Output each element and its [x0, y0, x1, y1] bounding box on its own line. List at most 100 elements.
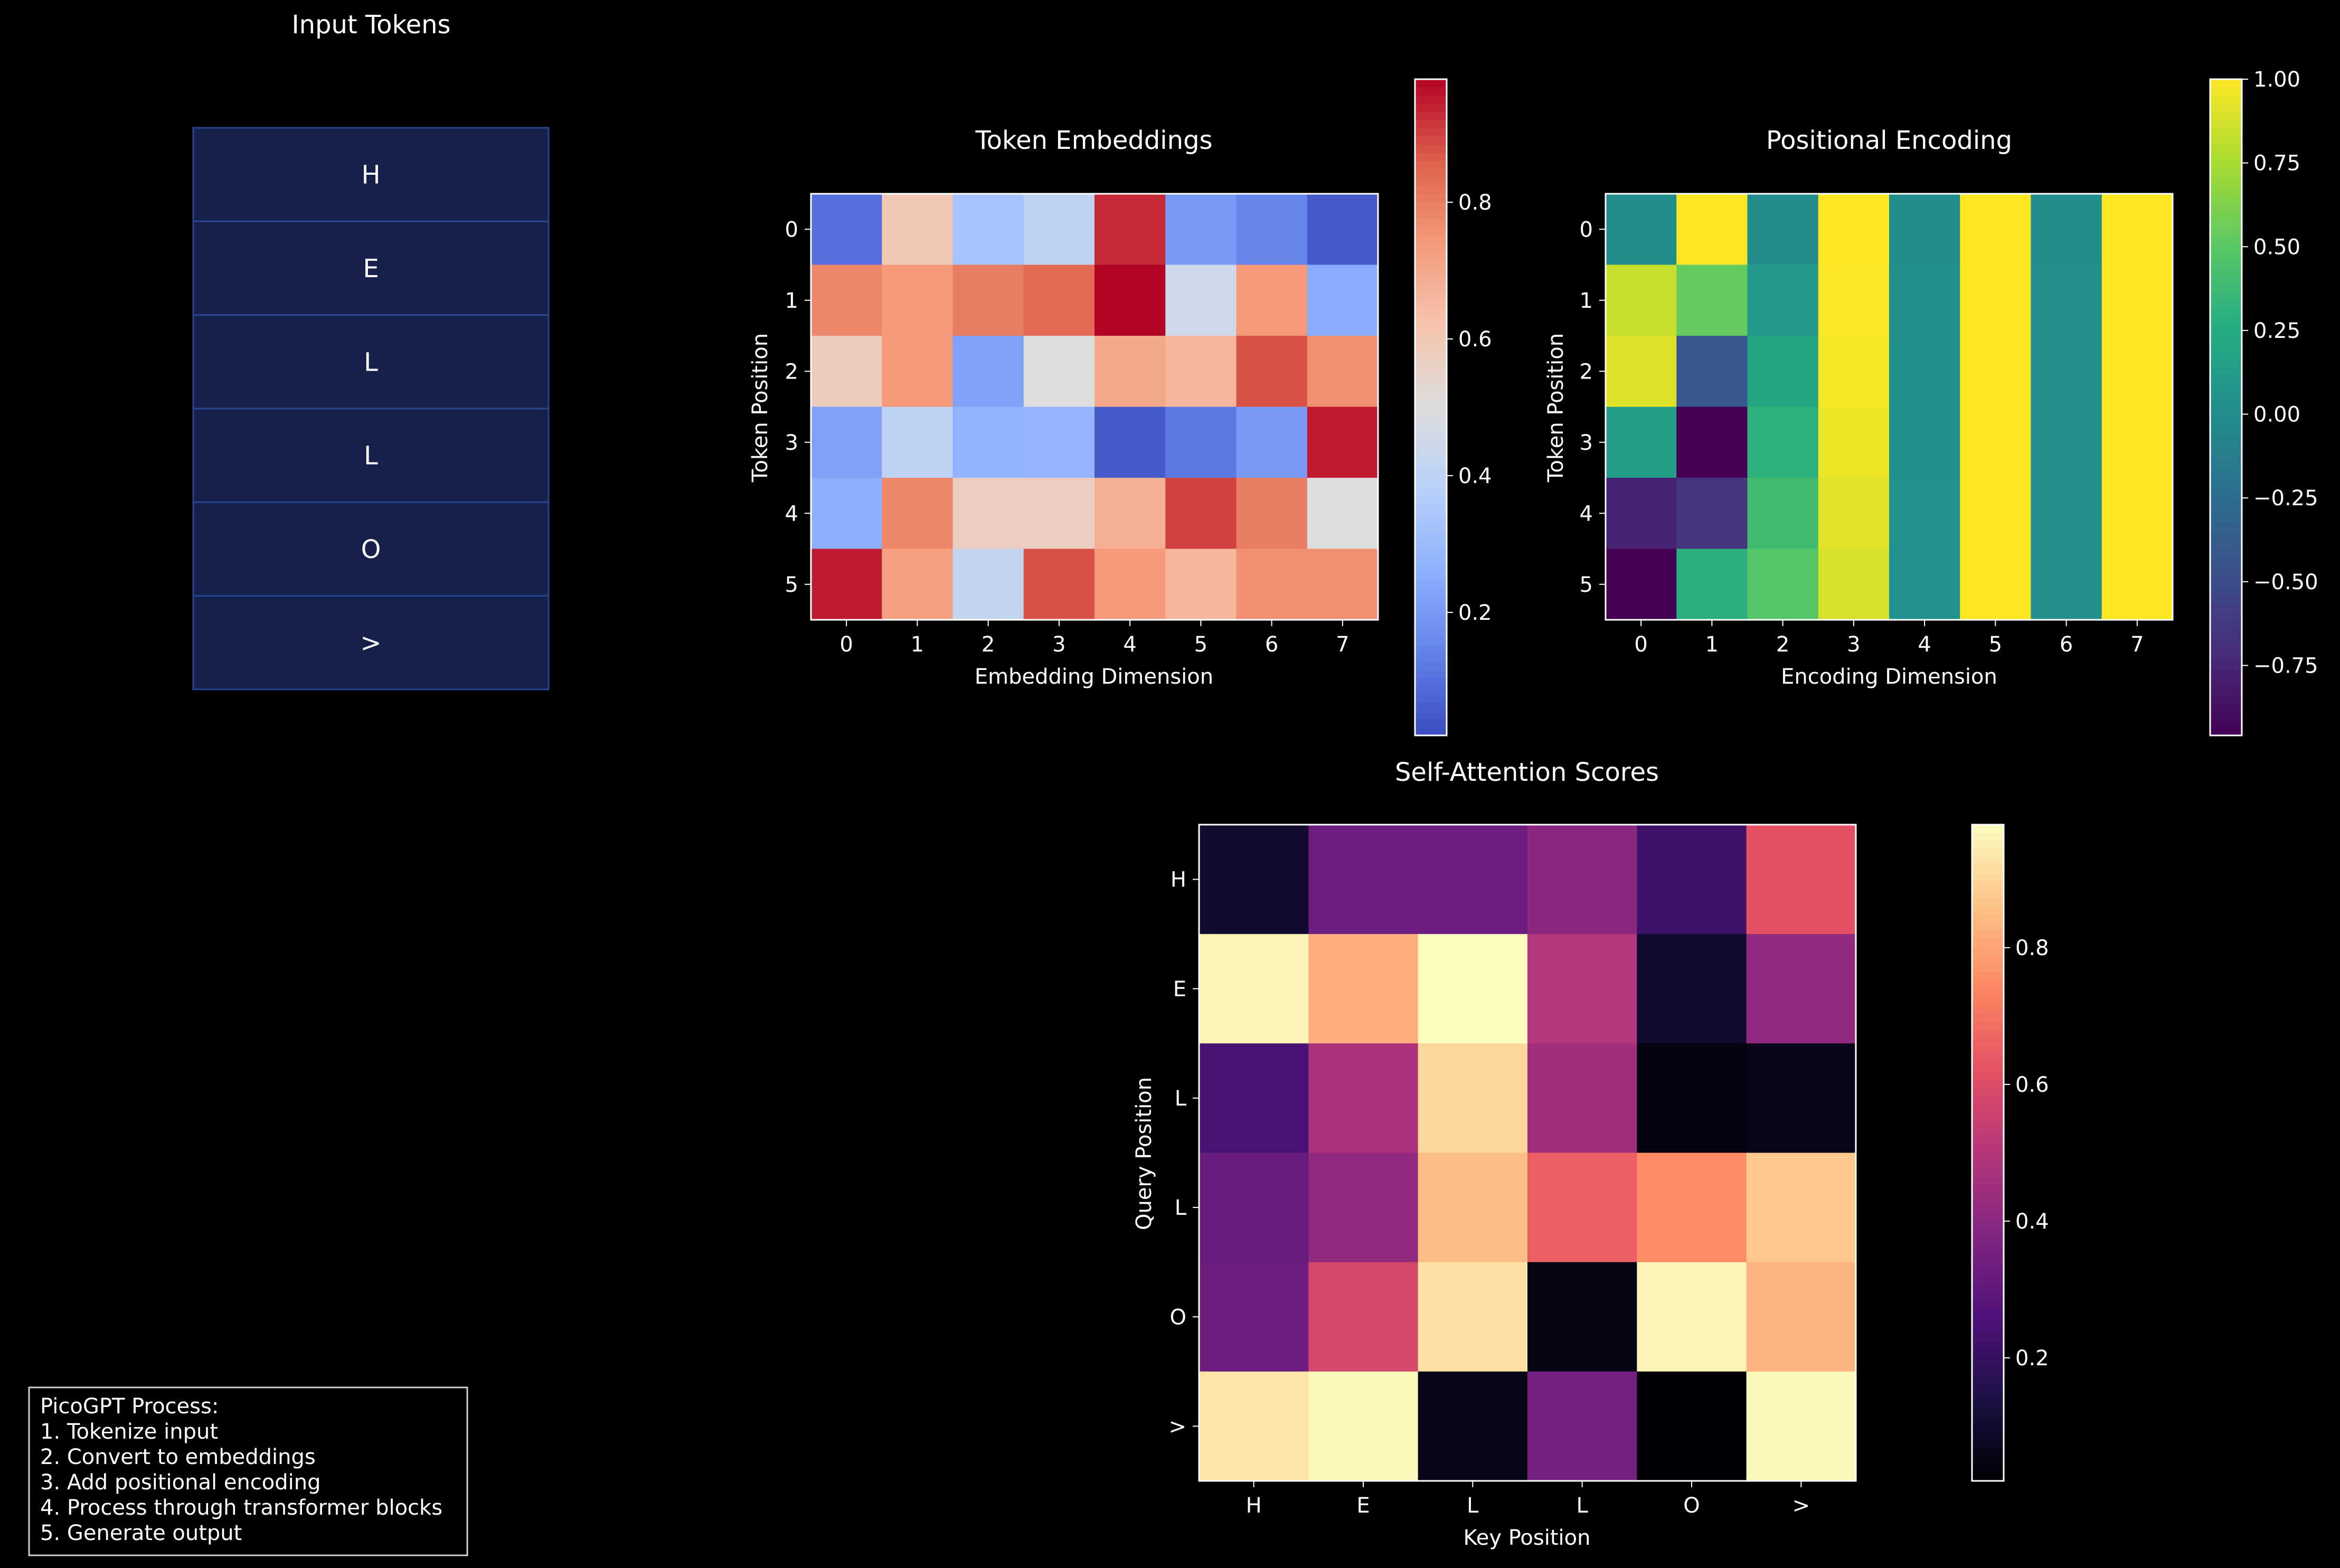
heatmap-cell: [1889, 336, 1960, 408]
heatmap-cell: [1747, 549, 1819, 620]
colorbar-segment: [2210, 637, 2242, 646]
heatmap-cell: [1676, 478, 1748, 550]
x-tick-label: L: [1467, 1494, 1479, 1518]
colorbar-segment: [1415, 79, 1447, 88]
heatmap-cell: [1960, 265, 2032, 336]
colorbar-segment: [1972, 1136, 2004, 1145]
token-box: [192, 127, 550, 222]
token-embeddings-heatmap: Token Embeddings Embedding Dimension Tok…: [748, 126, 1379, 689]
colorbar-segment: [2210, 440, 2242, 449]
colorbar-segment: [2210, 374, 2242, 383]
token-label: L: [364, 347, 378, 377]
x-tick-label: 7: [1336, 632, 1349, 657]
positional-encoding-heatmap: Positional Encoding Encoding Dimension T…: [1544, 126, 2174, 689]
colorbar-segment: [2210, 465, 2242, 474]
heatmap-cell: [2101, 265, 2173, 336]
colorbar-segment: [1415, 161, 1447, 170]
colorbar-segment: [2210, 96, 2242, 105]
colorbar-segment: [2210, 514, 2242, 523]
colorbar-tick-label: 0.4: [2015, 1210, 2049, 1234]
colorbar-segment: [1415, 645, 1447, 654]
token-embeddings-frame: [810, 193, 1379, 621]
heatmap-cell: [1818, 336, 1890, 408]
colorbar-segment: [2210, 128, 2242, 137]
heatmap-cell: [1960, 549, 2032, 620]
token-embeddings-colorbar: 0.2 0.4 0.6 0.8: [1414, 78, 1492, 736]
token-box: [192, 314, 550, 410]
heatmap-cell: [1527, 1262, 1637, 1372]
colorbar-segment: [2210, 505, 2242, 515]
x-tick-label: 1: [1705, 632, 1719, 657]
colorbar-segment: [1415, 694, 1447, 703]
colorbar-segment: [1415, 669, 1447, 679]
colorbar-tick-label: 0.2: [2015, 1346, 2049, 1371]
heatmap-cell: [1199, 934, 1309, 1044]
heatmap-cell: [952, 194, 1024, 266]
colorbar-segment: [1972, 1243, 2004, 1252]
colorbar-segment: [1972, 997, 2004, 1006]
heatmap-cell: [1199, 1043, 1309, 1154]
token-box-stack: H E L L O >: [192, 127, 550, 691]
heatmap-cell: [1308, 1153, 1419, 1263]
heatmap-cell: [1418, 934, 1528, 1044]
colorbar-segment: [1415, 497, 1447, 506]
colorbar-segment: [1972, 1046, 2004, 1055]
colorbar-segment: [2210, 530, 2242, 539]
colorbar-segment: [1415, 259, 1447, 269]
colorbar-segment: [2210, 276, 2242, 285]
token-box: [192, 501, 550, 597]
token-label: >: [360, 628, 381, 658]
y-tick-label: L: [1175, 1087, 1187, 1111]
colorbar-segment: [1415, 145, 1447, 154]
colorbar-segment: [1972, 882, 2004, 891]
colorbar-segment: [1972, 1456, 2004, 1465]
colorbar-segment: [2210, 317, 2242, 326]
colorbar-segment: [1972, 1341, 2004, 1350]
colorbar-segment: [2210, 284, 2242, 293]
colorbar-segment: [1415, 711, 1447, 720]
token-label: E: [363, 254, 379, 284]
colorbar-segment: [2210, 120, 2242, 129]
colorbar-segment: [1972, 1276, 2004, 1284]
colorbar-segment: [2210, 473, 2242, 482]
heatmap-cell: [952, 478, 1024, 550]
colorbar-segment: [1415, 235, 1447, 244]
colorbar-segment: [1415, 169, 1447, 178]
heatmap-cell: [1199, 1153, 1309, 1263]
colorbar-segment: [1972, 1218, 2004, 1227]
colorbar-segment: [1415, 481, 1447, 490]
colorbar-segment: [1415, 563, 1447, 572]
heatmap-cell: [2031, 265, 2102, 336]
colorbar-segment: [1415, 284, 1447, 293]
colorbar-segment: [2210, 702, 2242, 712]
heatmap-cell: [1676, 194, 1748, 266]
heatmap-cell: [1747, 407, 1819, 478]
colorbar-segment: [1415, 399, 1447, 408]
heatmap-cell: [1637, 1153, 1747, 1263]
x-tick-label: 0: [1634, 632, 1647, 657]
heatmap-cell: [1023, 265, 1095, 336]
colorbar-segment: [1415, 678, 1447, 687]
token-box: [192, 220, 550, 316]
self-attention-cells: [1199, 825, 1856, 1481]
colorbar-segment: [2210, 251, 2242, 260]
colorbar-segment: [1415, 620, 1447, 629]
colorbar-segment: [1415, 374, 1447, 383]
heatmap-cell: [1676, 549, 1748, 620]
colorbar-segment: [1972, 1284, 2004, 1293]
colorbar-segment: [1415, 596, 1447, 605]
heatmap-cell: [1746, 1153, 1856, 1263]
colorbar-tick-label: −0.25: [2253, 486, 2318, 511]
x-tick-label: 4: [1918, 632, 1931, 657]
heatmap-cell: [1165, 336, 1237, 408]
heatmap-cell: [1418, 825, 1528, 934]
process-line: 3. Add positional encoding: [40, 1470, 320, 1495]
heatmap-cell: [1746, 934, 1856, 1044]
colorbar-segment: [2210, 497, 2242, 506]
x-tick-label: E: [1356, 1494, 1370, 1518]
colorbar-segment: [1415, 579, 1447, 589]
colorbar-segment: [2210, 268, 2242, 277]
colorbar-segment: [2210, 210, 2242, 219]
